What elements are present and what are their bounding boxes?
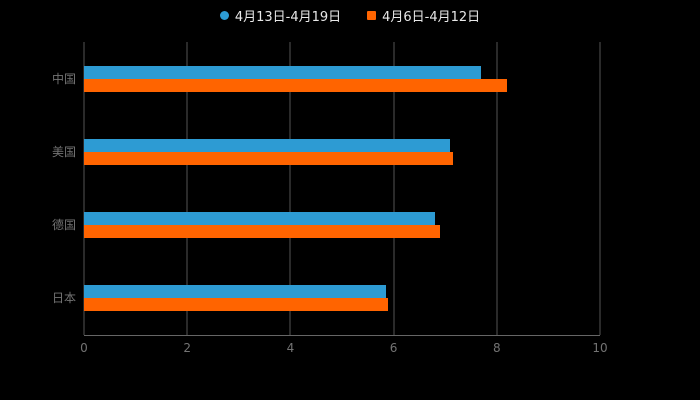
bar-series0-cat2[interactable]: [84, 212, 435, 226]
gridline-x-4: [289, 42, 291, 335]
y-category-label-3: 日本: [51, 291, 76, 306]
legend-label: 4月6日-4月12日: [382, 10, 481, 25]
y-category-label-0: 中国: [51, 71, 76, 86]
gridline-x-0: [83, 42, 85, 335]
x-tick-label-8: 8: [492, 341, 501, 355]
gridline-x-6: [393, 42, 395, 335]
legend-marker-icon: [219, 11, 229, 20]
bar-series1-cat2[interactable]: [84, 225, 441, 239]
y-category-label-1: 美国: [51, 144, 76, 159]
bar-series0-cat3[interactable]: [84, 285, 386, 299]
chart-legend: 4月13日-4月19日 4月6日-4月12日: [0, 6, 700, 25]
x-tick-label-6: 6: [389, 341, 398, 355]
legend-item-1[interactable]: 4月6日-4月12日: [367, 6, 480, 25]
gridline-x-2: [186, 42, 188, 335]
gridline-x-8: [496, 42, 498, 335]
y-category-label-2: 德国: [51, 218, 76, 233]
legend-item-0[interactable]: 4月13日-4月19日: [219, 6, 342, 25]
x-tick-label-0: 0: [80, 341, 88, 355]
bar-series1-cat1[interactable]: [84, 151, 453, 165]
bar-series0-cat1[interactable]: [84, 138, 451, 152]
legend-marker-icon: [367, 11, 377, 20]
legend-label: 4月13日-4月19日: [234, 10, 342, 25]
bar-series0-cat0[interactable]: [84, 65, 482, 79]
x-tick-label-2: 2: [183, 341, 192, 355]
gridline-x-10: [599, 42, 601, 335]
plot-area: [83, 42, 601, 336]
bar-series1-cat0[interactable]: [84, 78, 508, 92]
x-tick-label-10: 10: [592, 341, 608, 355]
x-tick-label-4: 4: [286, 341, 295, 355]
bar-series1-cat3[interactable]: [84, 298, 389, 312]
